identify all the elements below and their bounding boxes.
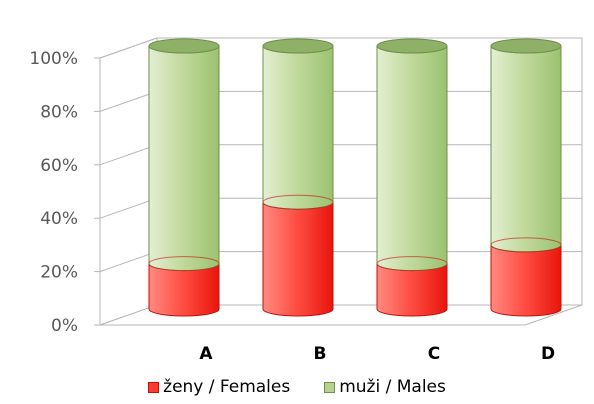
y-axis-ticks: 0% 20% 40% 60% 80% 100%	[29, 49, 100, 336]
gridline-side	[99, 251, 158, 273]
bar-top-cap-D	[490, 38, 562, 54]
bar-boundary-A	[148, 256, 220, 272]
chart-bars	[148, 38, 562, 317]
bar-males-C	[376, 45, 448, 272]
floor	[99, 304, 583, 326]
y-tick-label: 40%	[40, 209, 78, 229]
bar-males-D	[490, 45, 562, 253]
y-tick-label: 80%	[40, 102, 78, 122]
bar-females-D	[490, 244, 562, 317]
bar-females-A	[148, 263, 220, 317]
x-category-label: D	[541, 344, 555, 364]
legend-label-females: ženy / Females	[163, 377, 291, 397]
bar-boundary-C	[376, 256, 448, 272]
chart-plot-area: 0% 20% 40% 60% 80% 100% A B C D	[29, 37, 583, 364]
side-wall	[99, 37, 158, 326]
legend-item-males: muži / Males	[324, 377, 446, 397]
gridline-side	[99, 37, 158, 59]
x-category-label: C	[428, 344, 440, 364]
y-tick-label: 20%	[40, 263, 78, 283]
y-tick-label: 60%	[40, 156, 78, 176]
bar-top-cap-A	[148, 38, 220, 54]
legend-swatch-males	[324, 381, 336, 393]
bar-top-cap-C	[376, 38, 448, 54]
x-category-label: A	[199, 344, 213, 364]
x-category-label: B	[314, 344, 327, 364]
bar-females-C	[376, 263, 448, 317]
bar-females-B	[262, 202, 334, 317]
y-tick-label: 100%	[29, 49, 78, 69]
legend: ženy / Females muži / Males	[0, 372, 594, 402]
gridline-side	[99, 197, 158, 219]
legend-swatch-females	[148, 381, 160, 393]
bar-males-B	[262, 45, 334, 210]
gridline-side	[99, 144, 158, 166]
bar-boundary-D	[490, 237, 562, 253]
bar-boundary-B	[262, 194, 334, 210]
bar-males-A	[148, 45, 220, 272]
x-axis-categories: A B C D	[199, 344, 555, 364]
y-tick-label: 0%	[51, 316, 78, 336]
bar-top-cap-B	[262, 38, 334, 54]
legend-item-females: ženy / Females	[148, 377, 290, 397]
gridline-side	[99, 90, 158, 112]
legend-label-males: muži / Males	[339, 377, 446, 397]
